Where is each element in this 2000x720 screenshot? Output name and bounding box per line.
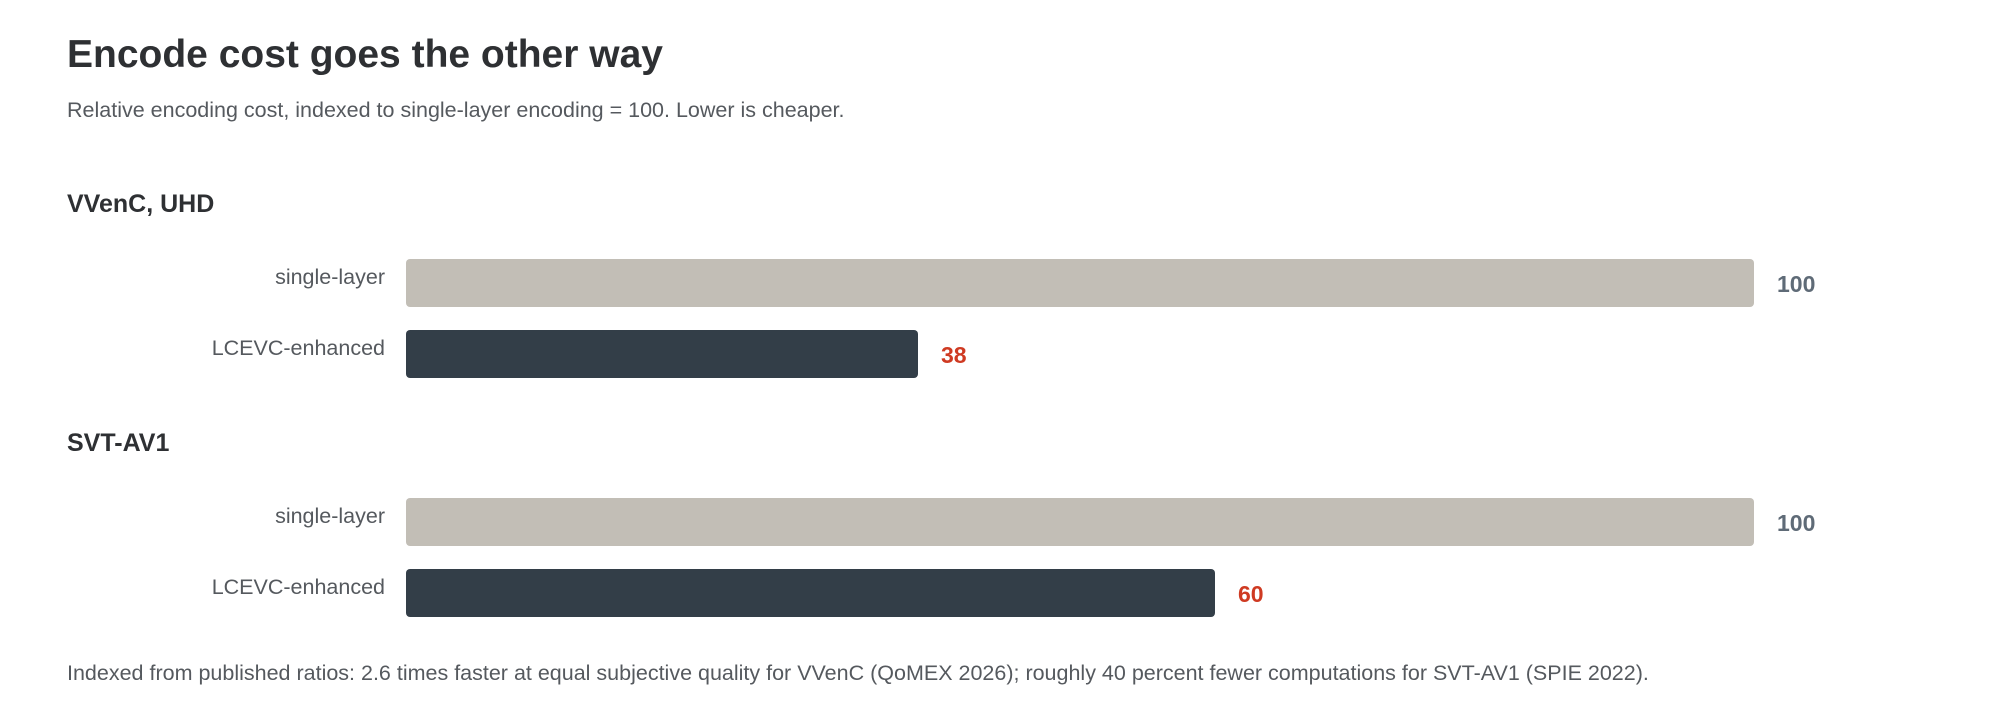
group-heading: VVenC, UHD xyxy=(67,190,215,218)
bar-label: single-layer xyxy=(275,504,385,528)
bar-lcevc-enhanced xyxy=(406,569,1215,617)
bar-single-layer xyxy=(406,259,1754,307)
chart-title: Encode cost goes the other way xyxy=(67,33,663,76)
chart-footnote: Indexed from published ratios: 2.6 times… xyxy=(67,661,1649,685)
chart-page: Encode cost goes the other way Relative … xyxy=(67,0,1947,720)
bar-label: LCEVC-enhanced xyxy=(211,575,385,599)
bar-value-label: 100 xyxy=(1777,271,1816,297)
bar-label: LCEVC-enhanced xyxy=(211,336,385,360)
group-heading: SVT-AV1 xyxy=(67,429,170,457)
bar-single-layer xyxy=(406,498,1754,546)
bar-value-label: 38 xyxy=(941,342,967,368)
bar-value-label: 60 xyxy=(1238,581,1264,607)
bar-lcevc-enhanced xyxy=(406,330,918,378)
chart-subtitle: Relative encoding cost, indexed to singl… xyxy=(67,98,845,122)
bar-value-label: 100 xyxy=(1777,510,1816,536)
bar-label: single-layer xyxy=(275,265,385,289)
